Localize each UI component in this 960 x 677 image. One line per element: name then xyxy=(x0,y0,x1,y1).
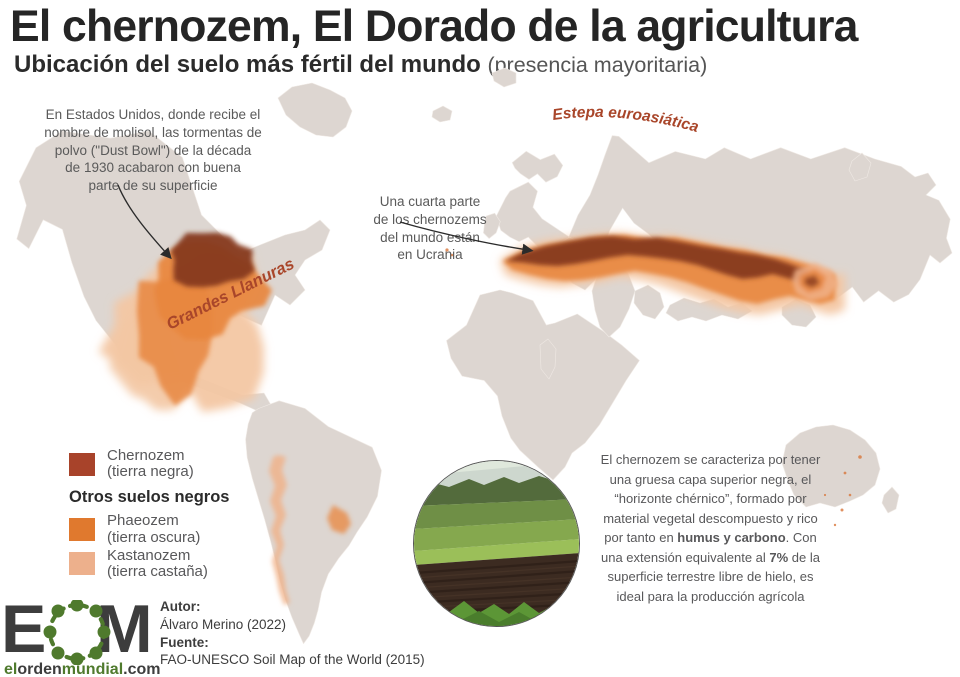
svg-text:E: E xyxy=(4,600,44,665)
